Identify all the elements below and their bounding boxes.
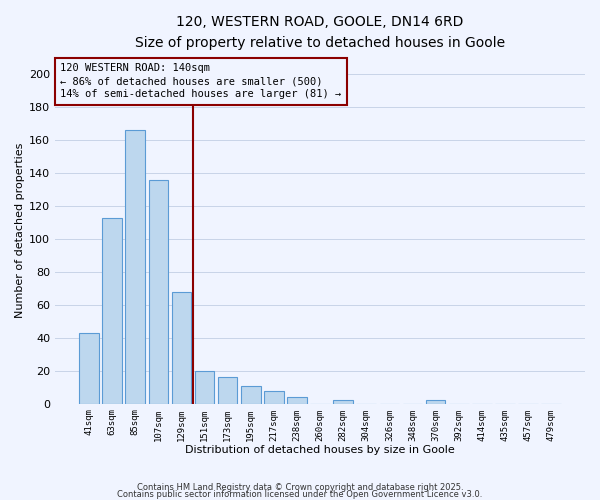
Bar (195, 371, 214, 404)
Bar (103, 218, 122, 404)
Bar (241, 386, 260, 404)
Y-axis label: Number of detached properties: Number of detached properties (15, 143, 25, 318)
Bar (334, 400, 353, 404)
Text: 120 WESTERN ROAD: 140sqm
← 86% of detached houses are smaller (500)
14% of semi-: 120 WESTERN ROAD: 140sqm ← 86% of detach… (61, 63, 342, 100)
Text: Contains public sector information licensed under the Open Government Licence v3: Contains public sector information licen… (118, 490, 482, 499)
Text: Contains HM Land Registry data © Crown copyright and database right 2025.: Contains HM Land Registry data © Crown c… (137, 484, 463, 492)
X-axis label: Distribution of detached houses by size in Goole: Distribution of detached houses by size … (185, 445, 455, 455)
Bar (287, 397, 307, 404)
Bar (79, 333, 99, 404)
Bar (264, 390, 284, 404)
Bar (149, 180, 168, 404)
Bar (172, 292, 191, 404)
Title: 120, WESTERN ROAD, GOOLE, DN14 6RD
Size of property relative to detached houses : 120, WESTERN ROAD, GOOLE, DN14 6RD Size … (135, 15, 505, 50)
Bar (426, 400, 445, 404)
Bar (218, 378, 238, 404)
Bar (125, 130, 145, 404)
